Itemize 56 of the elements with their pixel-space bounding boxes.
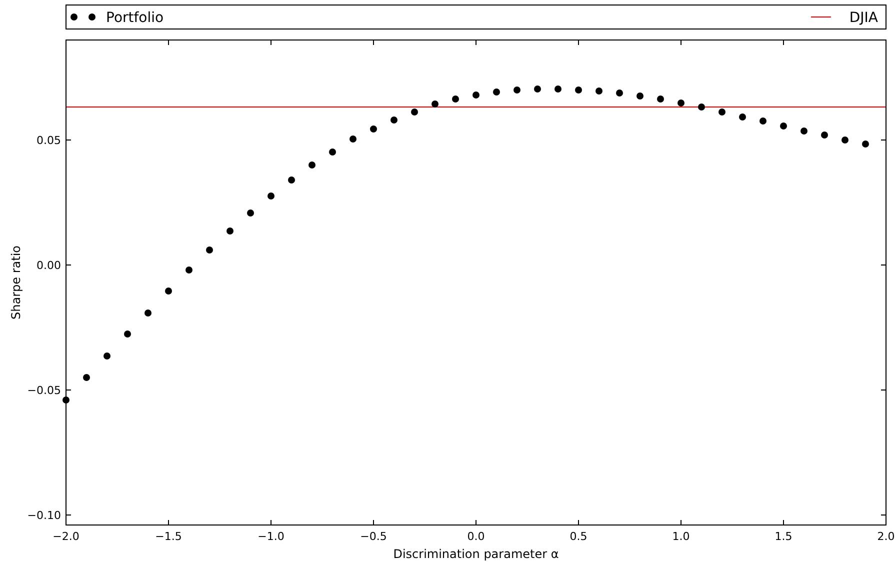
x-tick-label: 0.5 bbox=[570, 530, 588, 543]
x-tick-label: −2.0 bbox=[52, 530, 80, 543]
point bbox=[144, 310, 152, 316]
x-tick-label: 1.0 bbox=[672, 530, 690, 543]
point bbox=[124, 330, 131, 338]
x-tick-label: −0.5 bbox=[360, 530, 387, 543]
legend-label: DJIA bbox=[849, 10, 878, 26]
x-tick-label: 0.0 bbox=[467, 530, 485, 543]
point bbox=[616, 90, 623, 96]
point bbox=[698, 104, 705, 110]
x-tick-label: −1.5 bbox=[155, 530, 182, 543]
y-tick-label: −0.10 bbox=[27, 509, 61, 522]
point bbox=[554, 86, 562, 92]
point bbox=[370, 126, 377, 132]
point bbox=[83, 374, 90, 381]
point bbox=[472, 92, 480, 98]
y-tick-label: 0.05 bbox=[36, 134, 61, 147]
point bbox=[657, 96, 664, 102]
point bbox=[411, 108, 418, 116]
x-axis-title: Discrimination parameter α bbox=[393, 547, 559, 561]
point bbox=[534, 86, 541, 92]
point bbox=[329, 148, 336, 156]
point bbox=[104, 352, 110, 360]
point bbox=[308, 162, 316, 168]
point bbox=[268, 192, 274, 200]
point bbox=[800, 128, 808, 134]
x-tick-label: 2.0 bbox=[877, 530, 895, 543]
y-tick-label: 0.00 bbox=[36, 259, 61, 272]
point bbox=[636, 92, 644, 100]
point bbox=[821, 132, 828, 138]
y-tick-label: −0.05 bbox=[27, 384, 61, 397]
point bbox=[186, 266, 192, 274]
point bbox=[226, 228, 234, 234]
point bbox=[760, 118, 766, 124]
point bbox=[596, 88, 602, 94]
point bbox=[678, 100, 684, 106]
point bbox=[288, 176, 295, 184]
point bbox=[842, 136, 848, 144]
y-axis-title: Sharpe ratio bbox=[9, 246, 23, 320]
point bbox=[350, 136, 356, 142]
point bbox=[718, 108, 726, 116]
point bbox=[432, 100, 438, 108]
legend-label: Portfolio bbox=[106, 10, 164, 26]
point bbox=[452, 96, 459, 102]
point bbox=[575, 86, 582, 94]
point bbox=[739, 114, 746, 120]
point bbox=[247, 210, 254, 216]
point bbox=[862, 140, 869, 148]
point bbox=[390, 116, 398, 124]
point bbox=[165, 288, 172, 294]
point bbox=[493, 88, 500, 96]
point bbox=[780, 122, 787, 130]
x-tick-label: 1.5 bbox=[774, 530, 792, 543]
x-tick-label: −1.0 bbox=[258, 530, 284, 543]
point bbox=[514, 86, 520, 94]
point bbox=[206, 246, 213, 254]
